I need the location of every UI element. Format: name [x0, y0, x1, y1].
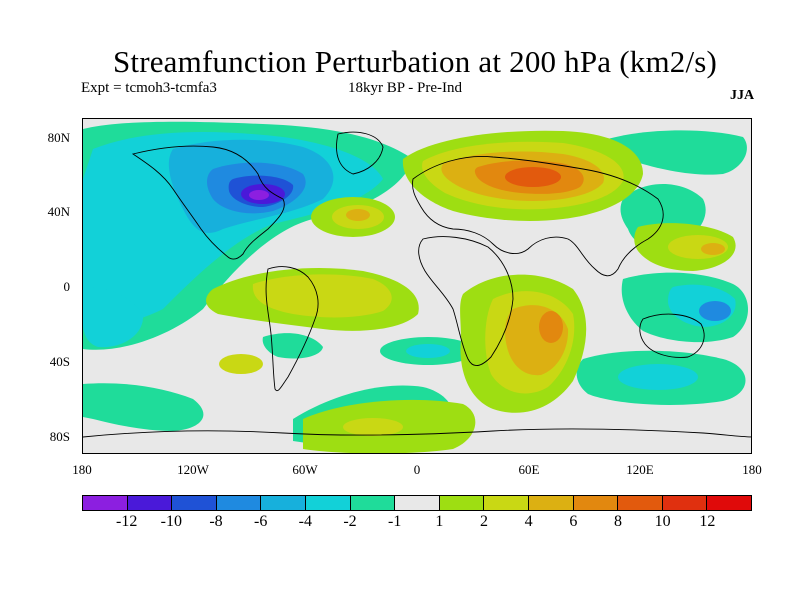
colorbar-segment [707, 496, 751, 510]
season-label: JJA [730, 88, 755, 103]
colorbar-segment [528, 496, 574, 510]
contour-neg2-south-indian [618, 364, 698, 390]
coast-australia [639, 313, 705, 358]
contour-neg-south-atlantic [262, 333, 323, 359]
colorbar-label: -1 [387, 513, 402, 530]
colorbar-segment [618, 496, 663, 510]
coast-greenland [336, 131, 384, 175]
colorbar-label: -2 [343, 513, 357, 530]
coast-north-america [131, 145, 285, 260]
lat-label-80n: 80N [47, 130, 70, 145]
coast-europe-asia [412, 156, 664, 277]
contour-pos8-africa-indian [539, 311, 563, 343]
colorbar-label: -6 [253, 513, 268, 530]
lat-label-80s: 80S [49, 429, 70, 444]
contour-pos-south-pacific [219, 354, 263, 374]
contour-pos10-eurasia [505, 167, 561, 187]
lon-label-60w: 60W [292, 462, 318, 477]
lon-label-120w: 120W [177, 462, 209, 477]
colorbar-segment [83, 496, 128, 510]
contour-pos6-atlantic [346, 209, 370, 221]
colorbar-label: 8 [614, 513, 622, 530]
colorbar-label: 6 [569, 513, 578, 530]
lon-label-0: 0 [413, 462, 421, 477]
lat-label-40n: 40N [47, 204, 70, 219]
colorbar-segment [216, 496, 262, 510]
colorbar-label: 4 [524, 513, 533, 530]
colorbar-segment [573, 496, 619, 510]
coast-south-america [265, 266, 319, 392]
colorbar-label: 12 [699, 513, 716, 530]
contour-neg6-west-pacific [699, 301, 731, 321]
colorbar [82, 495, 752, 511]
lon-label-60e: 60E [518, 462, 540, 477]
colorbar-segment [439, 496, 485, 510]
coast-africa [418, 236, 514, 366]
colorbar-label: -8 [209, 513, 223, 530]
experiment-label: Expt = tcmoh3-tcmfa3 [81, 80, 217, 96]
lat-label-40s: 40S [49, 354, 70, 369]
colorbar-label: -12 [115, 513, 138, 530]
colorbar-label: 2 [480, 513, 488, 530]
contour-neg-arctic [607, 130, 747, 175]
colorbar-segment [395, 496, 440, 510]
lon-label-180w: 180 [72, 462, 92, 477]
colorbar-segment [172, 496, 217, 510]
colorbar-segment [484, 496, 529, 510]
colorbar-segment [261, 496, 306, 510]
colorbar-label: 1 [435, 513, 444, 530]
colorbar-label: 10 [654, 513, 671, 530]
map-panel [82, 118, 752, 454]
colorbar-label: -4 [298, 513, 312, 530]
lat-label-0: 0 [63, 279, 71, 294]
contour-neg2-south-atlantic-east [406, 344, 450, 358]
colorbar-segment [127, 496, 173, 510]
streamfunction-map [83, 119, 751, 453]
contour-neg12-core [249, 190, 269, 200]
coastlines [83, 131, 751, 438]
contour-neg-east-pacific [83, 287, 144, 348]
colorbar-segment [662, 496, 708, 510]
coast-antarctica [83, 428, 751, 438]
contour-pos6-west-pacific-north [701, 243, 725, 255]
lon-label-180e: 180 [742, 462, 762, 477]
plot-title: Streamfunction Perturbation at 200 hPa (… [112, 44, 718, 79]
colorbar-segment [350, 496, 396, 510]
contour-neg-south-pacific [83, 383, 204, 431]
lon-label-120e: 120E [626, 462, 654, 477]
period-label: 18kyr BP - Pre-Ind [348, 80, 463, 96]
contour-pos4-tropics-americas [252, 274, 392, 318]
colorbar-label: -10 [160, 513, 182, 530]
colorbar-segment [305, 496, 351, 510]
contour-pos4-southern-ocean [343, 418, 403, 436]
